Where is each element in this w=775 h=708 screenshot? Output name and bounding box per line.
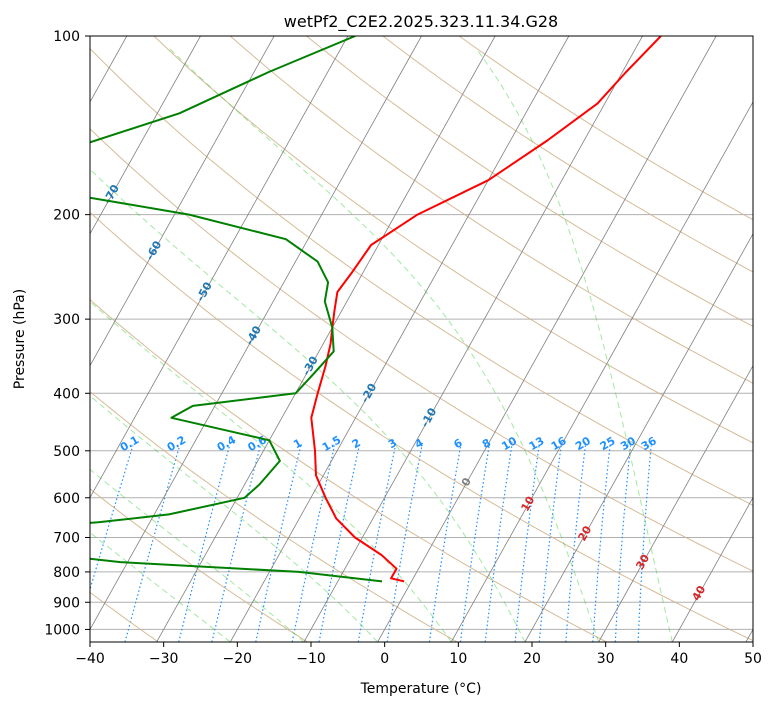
y-tick-label: 400 <box>53 386 80 402</box>
isotherm-line <box>156 36 496 642</box>
dewpoint-trace <box>90 36 383 583</box>
isotherm-line <box>90 36 422 631</box>
sounding-traces <box>90 36 662 583</box>
mixing-ratio-line <box>211 445 261 642</box>
x-tick-label: 10 <box>449 651 467 667</box>
y-tick-label: 300 <box>53 312 80 328</box>
x-tick-label: 50 <box>744 651 762 667</box>
moist-adiabat <box>475 48 673 642</box>
x-tick-label: 30 <box>597 651 615 667</box>
y-axis-label: Pressure (hPa) <box>12 289 28 389</box>
plot-grid <box>90 36 753 630</box>
x-tick-label: −30 <box>149 651 179 667</box>
dry-adiabat <box>90 47 753 506</box>
dry-adiabat <box>458 36 753 221</box>
mixing-ratio-line <box>386 445 423 642</box>
y-tick-label: 500 <box>53 444 80 460</box>
y-tick-label: 700 <box>53 531 80 547</box>
isotherm-line <box>90 36 349 499</box>
isotherm-line <box>377 36 717 642</box>
dry-adiabat <box>90 488 308 642</box>
y-tick-label: 600 <box>53 491 80 507</box>
mixing-ratio-line <box>318 445 360 642</box>
isotherm-line <box>90 36 201 235</box>
dry-adiabat <box>153 36 753 444</box>
isotherm-line <box>671 496 753 642</box>
y-axis: 100 200 300 400 500 600 700 800 900 1000 <box>44 29 90 638</box>
x-axis: −40 −30 −20 −10 0 10 20 30 40 50 <box>75 642 762 667</box>
x-tick-label: −40 <box>75 651 105 667</box>
temperature-trace <box>310 36 662 583</box>
moist-adiabat <box>169 48 600 642</box>
mixing-ratio-line <box>484 445 513 642</box>
isotherm-line <box>598 364 753 642</box>
plot-frame <box>89 35 754 643</box>
x-axis-label: Temperature (°C) <box>360 681 482 697</box>
moist-adiabat <box>90 395 378 642</box>
x-tick-label: −10 <box>296 651 326 667</box>
dry-adiabat <box>382 36 753 273</box>
x-tick-label: −20 <box>223 651 253 667</box>
x-tick-label: 20 <box>523 651 541 667</box>
moist-adiabat <box>90 468 305 642</box>
x-tick-label: 40 <box>670 651 688 667</box>
dry-adiabat <box>90 298 607 642</box>
dry-adiabat <box>229 36 753 384</box>
dry-adiabats <box>90 36 753 642</box>
mixing-ratio-line <box>592 445 611 642</box>
y-tick-label: 200 <box>53 208 80 224</box>
dry-adiabat <box>306 36 753 327</box>
mixing-ratio-line <box>291 445 336 642</box>
isotherm-line <box>90 36 275 367</box>
mixing-ratio-line <box>357 445 396 642</box>
y-tick-label: 100 <box>53 29 80 45</box>
mixing-ratio-line <box>514 445 540 642</box>
mixing-ratio-line <box>178 445 231 642</box>
isotherm-line <box>450 101 753 642</box>
dry-adiabat <box>90 128 753 572</box>
moist-adiabat <box>90 300 452 642</box>
isotherms <box>90 36 753 642</box>
mixing-ratio-line <box>637 445 652 642</box>
y-tick-label: 1000 <box>44 622 80 638</box>
y-tick-label: 800 <box>53 565 80 581</box>
isotherm-line <box>229 36 570 642</box>
moist-adiabat <box>90 168 526 642</box>
mixing-ratio-line <box>255 445 302 642</box>
mixing-ratio-line <box>565 445 586 642</box>
y-tick-label: 900 <box>53 595 80 611</box>
mixing-ratio-line <box>538 445 562 642</box>
dry-adiabat <box>90 211 753 642</box>
chart-title: wetPf2_C2E2.2025.323.11.34.G28 <box>284 12 558 32</box>
isotherm-line <box>524 232 753 642</box>
moist-adiabats <box>90 48 673 642</box>
dry-adiabat <box>90 390 458 642</box>
mixing-ratio-line <box>459 445 490 642</box>
x-tick-label: 0 <box>380 651 389 667</box>
mixing-ratio-line <box>428 445 462 642</box>
